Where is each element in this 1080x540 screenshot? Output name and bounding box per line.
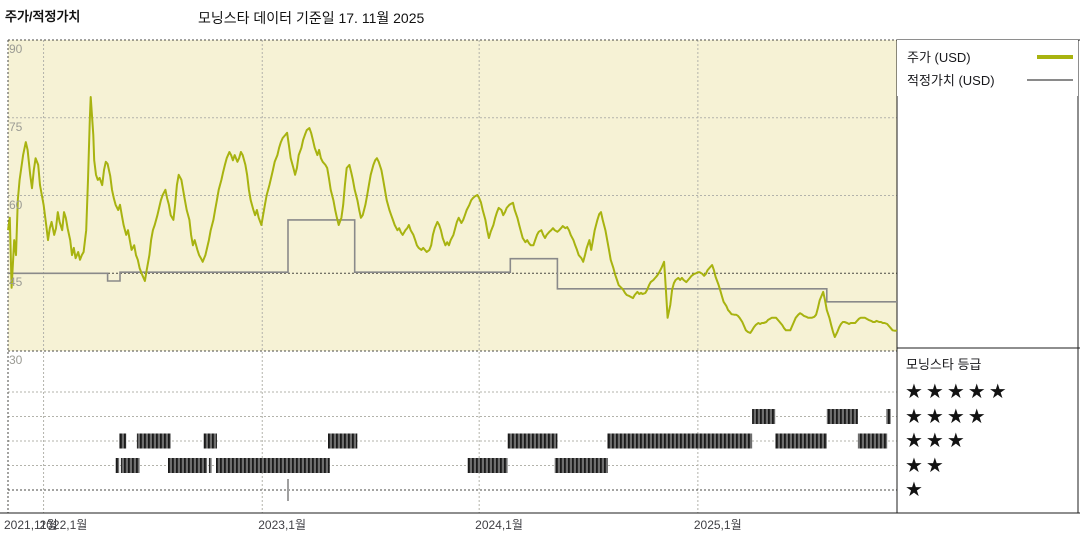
rating-bar-3-stars bbox=[203, 433, 217, 449]
rating-bar-2-stars bbox=[168, 458, 208, 473]
x-axis-label: 2024,1월 bbox=[475, 518, 523, 532]
legend-item-price: 주가 (USD) bbox=[907, 47, 1073, 66]
page-title: 주가/적정가치 bbox=[5, 9, 81, 24]
rating-bar-3-stars bbox=[507, 433, 558, 449]
rating-bar-3-stars bbox=[328, 433, 358, 449]
rating-bar-3-stars bbox=[119, 433, 127, 449]
rating-bar-3-stars bbox=[607, 433, 753, 449]
rating-bar-3-stars bbox=[775, 433, 827, 449]
rating-bar-2-stars bbox=[554, 458, 608, 473]
rating-bar-2-stars bbox=[120, 458, 140, 473]
x-axis-label: 2023,1월 bbox=[258, 518, 306, 532]
y-axis-label: 60 bbox=[9, 197, 23, 212]
x-axis-label: 2025,1월 bbox=[693, 518, 742, 532]
legend: 주가 (USD) 적정가치 (USD) bbox=[897, 40, 1078, 96]
fair-value-line-swatch bbox=[1027, 78, 1073, 81]
rating-row-2-stars: ★★ bbox=[905, 454, 947, 477]
rating-bar-4-stars bbox=[826, 409, 858, 424]
y-axis-label: 75 bbox=[9, 119, 23, 134]
y-axis-label: 90 bbox=[9, 42, 23, 56]
rating-bar-4-stars bbox=[752, 409, 776, 424]
rating-bar-2-stars bbox=[208, 458, 212, 473]
price-line-swatch bbox=[1037, 54, 1073, 59]
rating-bar-2-stars bbox=[115, 458, 120, 473]
fair-value-line bbox=[8, 219, 897, 303]
x-axis-label: 2022,1월 bbox=[39, 518, 88, 532]
rating-row-5-stars: ★★★★★ bbox=[905, 381, 1010, 403]
x-axis-label: 2021,11월 bbox=[4, 518, 58, 532]
rating-bar-3-stars bbox=[136, 433, 171, 449]
rating-row-1-stars: ★ bbox=[905, 479, 926, 501]
rating-bar-4-stars bbox=[886, 409, 891, 424]
y-axis-label: 30 bbox=[9, 353, 23, 367]
rating-row-3-stars: ★★★ bbox=[905, 430, 968, 452]
price-line bbox=[7, 96, 898, 338]
rating-gray-tick bbox=[287, 479, 289, 501]
rating-panel-title: 모닝스타 등급 bbox=[906, 357, 982, 372]
chart-subtitle: 모닝스타 데이터 기준일 17. 11월 2025 bbox=[198, 10, 425, 26]
rating-row-4-stars: ★★★★ bbox=[905, 405, 989, 428]
legend-item-price-label: 주가 (USD) bbox=[907, 50, 971, 65]
y-axis-label: 45 bbox=[9, 275, 23, 290]
legend-item-fair-label: 적정가치 (USD) bbox=[907, 73, 995, 88]
legend-item-fair: 적정가치 (USD) bbox=[907, 70, 1073, 89]
rating-bar-2-stars bbox=[467, 458, 508, 473]
rating-bar-2-stars bbox=[216, 458, 330, 473]
rating-bar-3-stars bbox=[857, 433, 888, 449]
